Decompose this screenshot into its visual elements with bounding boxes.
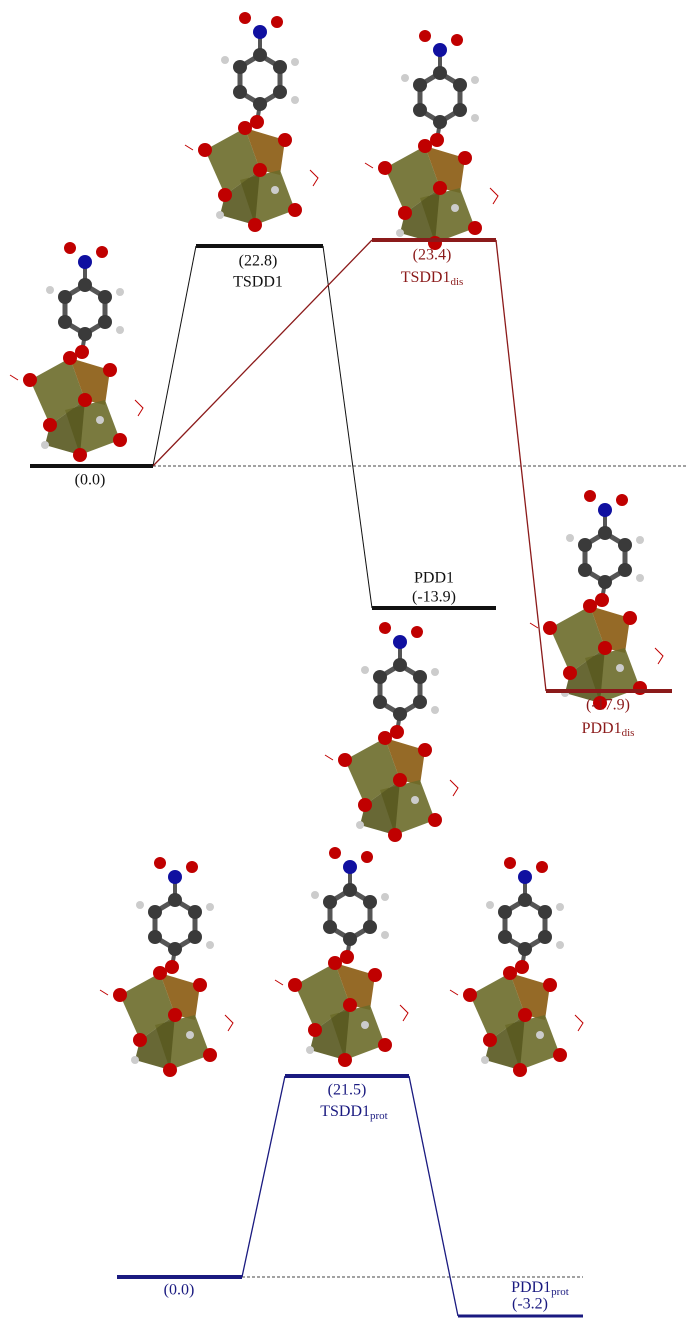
label-base: TSDD1 <box>401 269 451 286</box>
energy-value: (-13.9) <box>412 589 456 606</box>
label-base: TSDD1 <box>320 1103 370 1120</box>
energy-value: (21.5) <box>328 1082 367 1099</box>
state-label: PDD1dis <box>582 720 635 739</box>
energy-value: (0.0) <box>164 1282 195 1299</box>
energy-value: (-3.2) <box>512 1296 548 1313</box>
state-label: TSDD1dis <box>401 269 464 288</box>
energy-value: (0.0) <box>75 472 106 489</box>
label-subscript: prot <box>370 1110 388 1122</box>
bottom-energy-profile: (0.0) (21.5) TSDD1prot PDD1prot (-3.2) <box>117 1076 583 1316</box>
state-label: PDD1 <box>414 570 454 587</box>
connector <box>242 1076 285 1277</box>
connector <box>409 1076 458 1316</box>
energy-diagram: (0.0) (22.8) TSDD1 (23.4) TSDD1dis PDD1 … <box>0 0 686 1320</box>
energy-value: (22.8) <box>239 253 278 270</box>
label-base: PDD1 <box>582 720 622 737</box>
label-subscript: dis <box>450 276 463 288</box>
molecule-images <box>10 12 663 1077</box>
state-label: TSDD1 <box>233 274 283 291</box>
state-label: TSDD1prot <box>320 1103 388 1122</box>
page: {"top_diagram": {"levels": [ {"energy": … <box>0 0 686 1320</box>
label-subscript: prot <box>551 1286 569 1298</box>
connector <box>323 246 372 608</box>
connector <box>153 246 196 466</box>
energy-value: (23.4) <box>413 247 452 264</box>
energy-value: (-17.9) <box>586 697 630 714</box>
label-base: PDD1 <box>511 1279 551 1296</box>
label-subscript: dis <box>622 727 635 739</box>
